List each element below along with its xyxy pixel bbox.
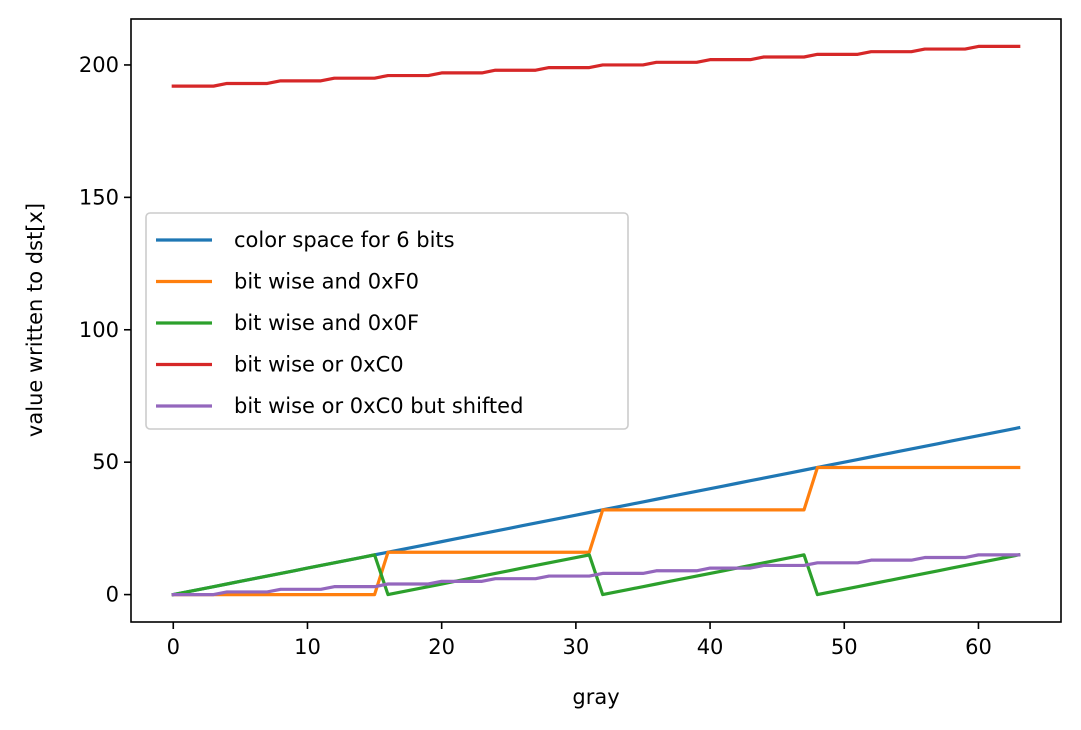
- legend-label-bit-wise-and-0x0f: bit wise and 0x0F: [234, 311, 419, 335]
- y-tick-label: 150: [79, 185, 119, 209]
- y-tick-label: 50: [92, 450, 119, 474]
- x-tick-label: 40: [697, 635, 724, 659]
- legend-label-bit-wise-and-0xf0: bit wise and 0xF0: [234, 270, 419, 294]
- plot-frame: [130, 18, 1062, 623]
- legend-box: [145, 212, 629, 430]
- legend: color space for 6 bits bit wise and 0xF0 b…: [145, 212, 629, 430]
- series-line-bit-wise-or-0xc0-but-shifted: [171, 553, 1021, 597]
- x-tick-label: 50: [831, 635, 858, 659]
- x-tick-label: 20: [428, 635, 455, 659]
- legend-label-bit-wise-or-0xc0: bit wise or 0xC0: [234, 353, 404, 377]
- legend-label-bit-wise-or-0xc0-but-shifted: bit wise or 0xC0 but shifted: [234, 394, 523, 418]
- legend-label-color-space-for-6-bits: color space for 6 bits: [234, 228, 455, 252]
- series-line-bit-wise-and-0xf0: [171, 465, 1021, 597]
- y-tick-label: 0: [106, 583, 119, 607]
- x-tick-label: 60: [965, 635, 992, 659]
- y-axis-ticks: 0 50 100 150 200: [79, 53, 131, 607]
- series-line-bit-wise-or-0xc0: [171, 44, 1021, 88]
- y-axis-label: value written to dst[x]: [23, 203, 47, 437]
- x-tick-label: 0: [167, 635, 180, 659]
- x-tick-label: 30: [563, 635, 590, 659]
- y-tick-label: 200: [79, 53, 119, 77]
- y-tick-label: 100: [79, 318, 119, 342]
- series-layer: [171, 44, 1021, 597]
- x-tick-label: 10: [294, 635, 321, 659]
- x-axis-label: gray: [572, 685, 619, 709]
- x-axis-ticks: 0 10 20 30 40 50 60: [167, 622, 992, 659]
